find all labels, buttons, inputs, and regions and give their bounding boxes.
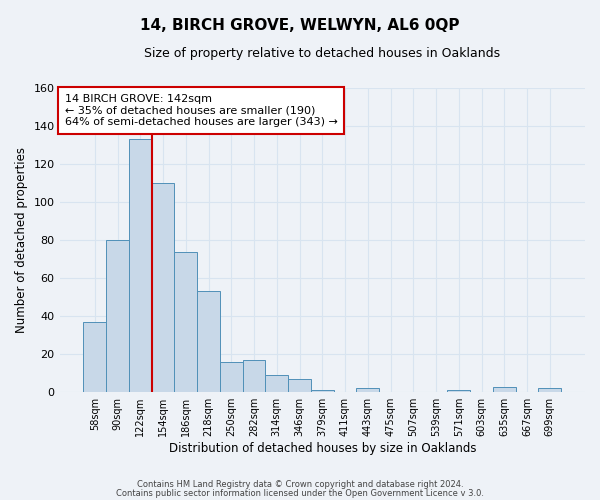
Bar xyxy=(152,183,175,392)
Text: 14 BIRCH GROVE: 142sqm
← 35% of detached houses are smaller (190)
64% of semi-de: 14 BIRCH GROVE: 142sqm ← 35% of detached… xyxy=(65,94,338,128)
Bar xyxy=(538,388,561,392)
Bar xyxy=(356,388,379,392)
Bar xyxy=(197,292,220,392)
Bar xyxy=(175,252,197,392)
Bar xyxy=(220,362,242,392)
X-axis label: Distribution of detached houses by size in Oaklands: Distribution of detached houses by size … xyxy=(169,442,476,455)
Text: Contains HM Land Registry data © Crown copyright and database right 2024.: Contains HM Land Registry data © Crown c… xyxy=(137,480,463,489)
Bar xyxy=(493,386,515,392)
Bar xyxy=(242,360,265,392)
Bar xyxy=(106,240,129,392)
Text: 14, BIRCH GROVE, WELWYN, AL6 0QP: 14, BIRCH GROVE, WELWYN, AL6 0QP xyxy=(140,18,460,32)
Bar xyxy=(288,379,311,392)
Title: Size of property relative to detached houses in Oaklands: Size of property relative to detached ho… xyxy=(144,48,500,60)
Bar xyxy=(83,322,106,392)
Text: Contains public sector information licensed under the Open Government Licence v : Contains public sector information licen… xyxy=(116,490,484,498)
Bar xyxy=(311,390,334,392)
Bar xyxy=(448,390,470,392)
Bar xyxy=(265,375,288,392)
Bar xyxy=(129,140,152,392)
Y-axis label: Number of detached properties: Number of detached properties xyxy=(15,147,28,333)
